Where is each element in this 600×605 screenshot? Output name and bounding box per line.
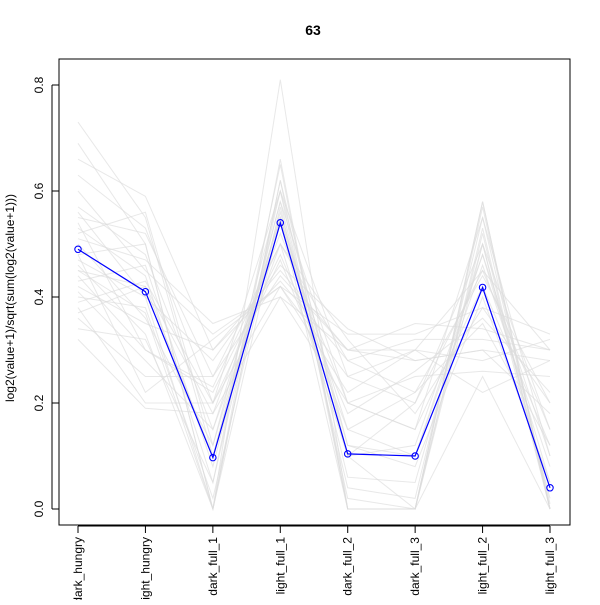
highlight-point: [343, 450, 352, 458]
background-series-line: [77, 159, 551, 511]
background-series-line: [77, 238, 551, 351]
highlight-point: [546, 484, 554, 492]
background-series-line: [77, 254, 551, 394]
axes: 0.0 0.2 0.4 0.6 0.8 dark_hungry light_hungry da…: [32, 76, 557, 603]
background-series-line: [77, 280, 551, 362]
y-tick-label: 0.8: [32, 76, 46, 93]
background-series-line: [77, 206, 551, 504]
background-series-line: [77, 79, 551, 510]
background-series-line: [77, 258, 551, 446]
y-tick-label: 0.2: [32, 394, 46, 411]
y-tick-label: 0.6: [32, 182, 46, 199]
y-tick-label: 0.4: [32, 288, 46, 305]
y-axis-label: log2(value+1)/sqrt(sum(log2(value+1))): [3, 194, 17, 402]
plot-frame: [58, 58, 571, 526]
background-series-line: [77, 210, 551, 467]
x-tick-label: dark_full_2: [341, 537, 355, 596]
series-lines: [74, 79, 554, 511]
x-tick-label: light_full_2: [476, 537, 490, 595]
background-series-line: [77, 143, 551, 510]
background-series-line: [77, 217, 551, 404]
chart-title: 63: [305, 22, 321, 38]
y-tick-label: 0.0: [32, 500, 46, 517]
highlight-point: [74, 245, 82, 254]
x-tick-label: light_full_3: [543, 537, 557, 595]
background-series-line: [77, 232, 551, 446]
highlight-point: [276, 219, 285, 227]
highlight-series-line: [77, 220, 551, 488]
x-tick-label: light_full_1: [273, 537, 287, 595]
highlight-point: [411, 452, 419, 460]
background-series-line: [77, 222, 551, 415]
x-tick-label: light_hungry: [138, 537, 152, 600]
highlight-point: [478, 283, 487, 292]
x-tick-label: dark_hungry: [71, 537, 85, 600]
x-tick-label: dark_full_3: [408, 537, 422, 596]
highlight-point: [209, 453, 217, 462]
highlight-point: [141, 287, 150, 296]
x-tick-label: dark_full_1: [206, 537, 220, 596]
background-series-line: [77, 190, 551, 335]
background-series-line: [77, 296, 551, 415]
background-series-line: [77, 274, 551, 414]
